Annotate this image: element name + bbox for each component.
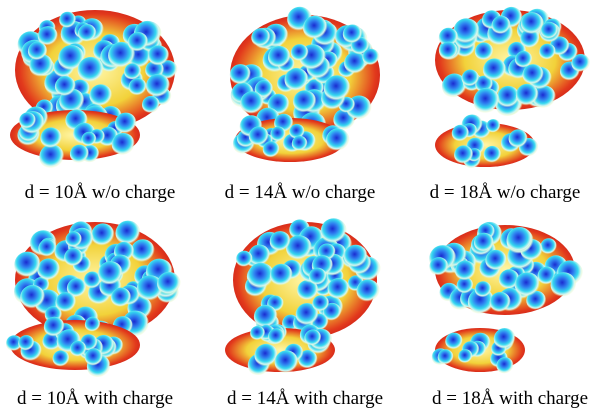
- atom: [270, 264, 293, 287]
- atom: [429, 257, 448, 276]
- atom: [91, 223, 114, 246]
- atom: [18, 335, 34, 351]
- atom: [263, 141, 280, 158]
- atom: [90, 84, 113, 107]
- atom: [240, 91, 264, 115]
- atom: [344, 245, 368, 269]
- atom: [14, 252, 41, 279]
- atom: [82, 132, 97, 147]
- atom: [44, 317, 65, 338]
- atom: [328, 278, 350, 300]
- figure: d = 10Å w/o charge d = 14Å w/o charge d = …: [0, 0, 597, 412]
- atom: [475, 281, 492, 298]
- atom: [111, 288, 131, 308]
- atom: [251, 28, 270, 47]
- atom: [236, 251, 253, 268]
- atom: [458, 349, 472, 363]
- atom: [509, 129, 528, 148]
- atom: [112, 133, 135, 156]
- atom: [70, 145, 89, 164]
- atom: [483, 58, 506, 81]
- atom: [551, 272, 577, 298]
- atom: [309, 268, 327, 286]
- atom: [357, 279, 380, 302]
- atom: [473, 88, 499, 114]
- atom: [85, 317, 101, 333]
- atom: [324, 75, 351, 102]
- atom: [70, 341, 87, 358]
- atom: [292, 136, 308, 152]
- atom: [439, 42, 458, 61]
- atom: [157, 272, 181, 296]
- atom: [38, 26, 58, 46]
- atom: [275, 350, 299, 374]
- atom: [268, 46, 291, 69]
- atom: [129, 78, 147, 96]
- atom: [98, 261, 123, 286]
- caption: d = 10Å with charge: [17, 388, 173, 409]
- atom: [55, 76, 76, 97]
- atom: [474, 233, 494, 253]
- atom: [312, 295, 329, 312]
- atom: [230, 64, 251, 85]
- atom: [66, 231, 83, 248]
- atom: [148, 45, 169, 66]
- atom: [438, 349, 454, 365]
- atom: [321, 218, 347, 244]
- atom: [85, 348, 103, 366]
- atom: [293, 90, 316, 113]
- atom: [37, 258, 60, 281]
- atom: [362, 49, 379, 66]
- atom: [115, 113, 137, 135]
- atom: [59, 12, 76, 29]
- atom: [128, 32, 148, 52]
- caption: d = 14Å w/o charge: [225, 182, 376, 203]
- atom: [452, 125, 469, 142]
- atom: [486, 119, 500, 133]
- atom: [78, 24, 97, 43]
- atom: [516, 84, 539, 107]
- atom: [343, 25, 363, 45]
- atom: [521, 12, 544, 35]
- atom: [494, 328, 516, 350]
- atom: [454, 145, 473, 164]
- atom: [445, 333, 463, 351]
- atom: [326, 128, 350, 152]
- atom: [291, 44, 309, 62]
- atom: [540, 238, 557, 255]
- caption: d = 14Å with charge: [227, 388, 383, 409]
- atom: [515, 272, 540, 297]
- atom: [270, 231, 291, 252]
- atom: [20, 285, 45, 310]
- atom: [78, 57, 105, 84]
- atom: [492, 16, 511, 35]
- atom: [56, 292, 77, 313]
- atom: [455, 261, 476, 282]
- atom: [475, 42, 494, 61]
- atom: [496, 357, 513, 374]
- atom: [142, 96, 160, 114]
- atom: [268, 328, 285, 345]
- atom: [515, 51, 533, 69]
- atom: [304, 330, 321, 347]
- atom: [254, 344, 278, 368]
- atom: [250, 326, 265, 341]
- caption: d = 10Å w/o charge: [25, 182, 176, 203]
- caption: d = 18Å w/o charge: [430, 182, 581, 203]
- atom: [507, 227, 533, 253]
- atom: [146, 74, 170, 98]
- caption: d = 18Å with charge: [432, 388, 588, 409]
- atom: [270, 127, 286, 143]
- atom: [19, 112, 36, 129]
- atom: [490, 292, 511, 313]
- atom: [539, 44, 556, 61]
- atom: [131, 239, 155, 263]
- atom: [40, 127, 62, 149]
- atom: [484, 146, 502, 164]
- atom: [38, 239, 56, 257]
- atom: [303, 16, 328, 41]
- atom: [462, 70, 480, 88]
